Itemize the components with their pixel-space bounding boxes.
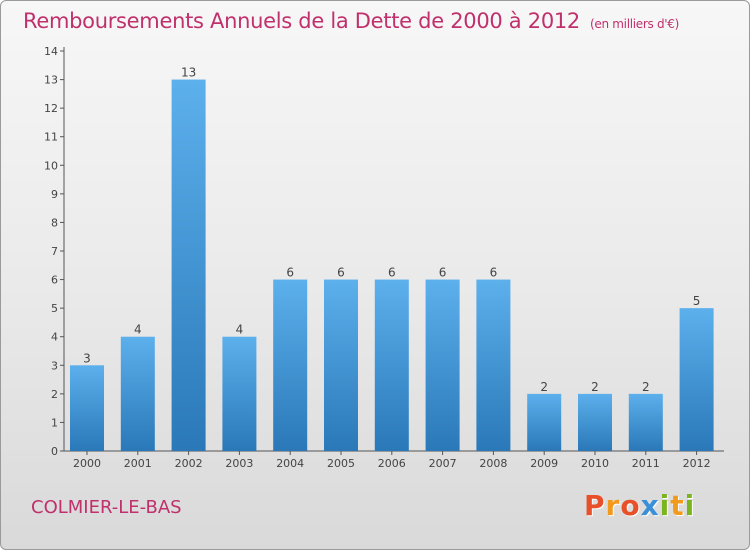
x-tick-label: 2007 xyxy=(429,457,457,470)
y-tick-label: 11 xyxy=(44,131,58,144)
proxiti-logo-letter: i xyxy=(659,489,671,522)
y-tick-label: 13 xyxy=(44,74,58,87)
y-tick-label: 12 xyxy=(44,102,58,115)
x-tick-label: 2006 xyxy=(378,457,406,470)
bar xyxy=(171,79,206,452)
bar-value-label: 3 xyxy=(83,351,91,365)
bar xyxy=(324,279,358,451)
bar xyxy=(527,393,562,451)
x-tick-label: 2010 xyxy=(581,457,609,470)
y-tick-label: 2 xyxy=(51,388,58,401)
y-tick-label: 4 xyxy=(51,331,58,344)
x-tick-label: 2003 xyxy=(225,457,253,470)
y-tick-label: 6 xyxy=(51,274,58,287)
y-tick-label: 14 xyxy=(44,45,58,58)
bar xyxy=(476,279,511,451)
bar-value-label: 5 xyxy=(693,294,701,308)
bar xyxy=(70,365,104,451)
bar xyxy=(679,308,714,451)
x-tick-label: 2012 xyxy=(683,457,711,470)
proxiti-logo-letter: i xyxy=(684,489,696,522)
bar xyxy=(628,393,663,451)
proxiti-logo[interactable]: Proxiti xyxy=(584,489,695,522)
y-tick-label: 3 xyxy=(51,359,58,372)
x-tick-label: 2000 xyxy=(73,457,101,470)
bar-value-label: 6 xyxy=(286,266,294,280)
x-tick-label: 2004 xyxy=(276,457,304,470)
bar-value-label: 6 xyxy=(388,266,396,280)
bar xyxy=(578,393,612,451)
proxiti-logo-letter: t xyxy=(670,489,685,522)
bar xyxy=(374,279,409,451)
bar-value-label: 4 xyxy=(134,323,142,337)
y-tick-label: 1 xyxy=(51,416,58,429)
y-tick-label: 10 xyxy=(44,159,58,172)
y-tick-label: 5 xyxy=(51,302,58,315)
proxiti-logo-letter: o xyxy=(620,489,641,522)
bar xyxy=(120,336,155,451)
x-tick-label: 2008 xyxy=(479,457,507,470)
proxiti-logo-letter: x xyxy=(640,489,660,522)
bar-value-label: 6 xyxy=(439,266,447,280)
commune-name: COLMIER-LE-BAS xyxy=(31,497,182,518)
bar-value-label: 2 xyxy=(591,380,599,394)
chart-unit: (en milliers d'€) xyxy=(590,17,680,31)
bar-value-label: 6 xyxy=(337,266,345,280)
bar xyxy=(425,279,460,451)
x-tick-label: 2011 xyxy=(632,457,660,470)
y-tick-label: 9 xyxy=(51,188,58,201)
bar-value-label: 6 xyxy=(490,266,498,280)
chart-title: Remboursements Annuels de la Dette de 20… xyxy=(23,9,679,33)
bar-value-label: 13 xyxy=(181,66,196,80)
bar-value-label: 2 xyxy=(540,380,548,394)
x-tick-label: 2001 xyxy=(124,457,152,470)
y-tick-label: 0 xyxy=(51,445,58,458)
bar xyxy=(273,279,308,451)
bar xyxy=(222,336,257,451)
bar-value-label: 4 xyxy=(236,323,244,337)
proxiti-logo-letter: r xyxy=(605,489,621,522)
y-tick-label: 7 xyxy=(51,245,58,258)
x-tick-label: 2009 xyxy=(530,457,558,470)
chart-title-text: Remboursements Annuels de la Dette de 20… xyxy=(23,9,580,33)
x-tick-label: 2002 xyxy=(175,457,203,470)
bar-value-label: 2 xyxy=(642,380,650,394)
x-tick-label: 2005 xyxy=(327,457,355,470)
proxiti-logo-letter: P xyxy=(584,489,606,522)
y-tick-label: 8 xyxy=(51,216,58,229)
